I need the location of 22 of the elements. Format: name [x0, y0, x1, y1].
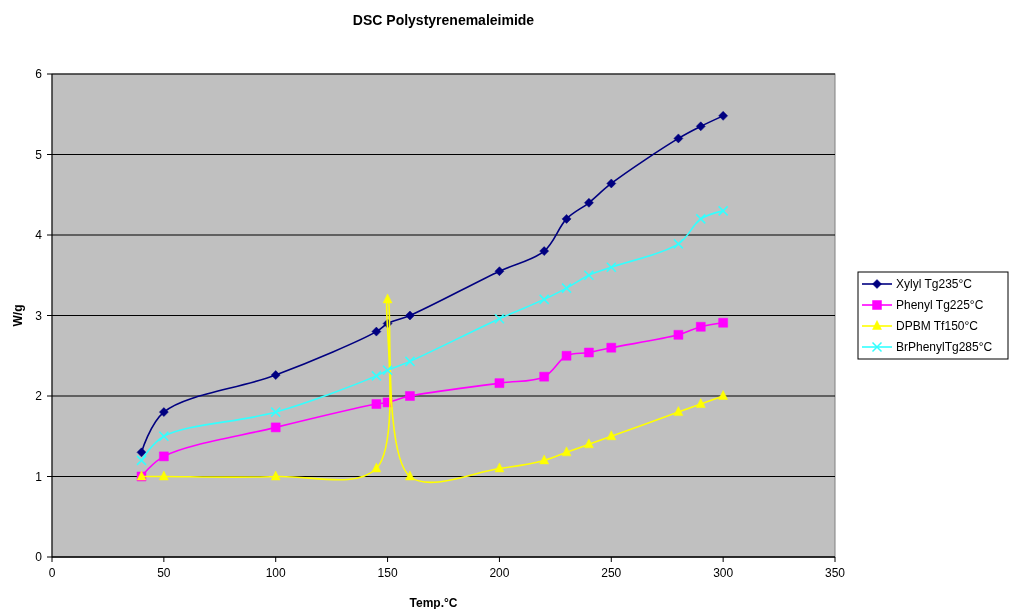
x-axis-title: Temp.°C — [409, 596, 458, 609]
x-tick-label: 350 — [824, 566, 846, 580]
legend-label: Phenyl Tg225°C — [896, 298, 984, 312]
x-tick-label: 50 — [157, 566, 171, 580]
chart-title: DSC Polystyrenemaleimide — [352, 12, 535, 28]
x-tick-label: 0 — [48, 566, 56, 580]
y-tick-label: 6 — [35, 67, 43, 81]
x-tick-label: 300 — [713, 566, 734, 580]
legend-label: BrPhenylTg285°C — [896, 340, 993, 354]
y-tick-label: 2 — [35, 389, 43, 403]
legend-label: Xylyl Tg235°C — [896, 277, 973, 291]
x-tick-label: 200 — [489, 566, 510, 580]
x-tick-label: 100 — [265, 566, 287, 580]
legend-label: DPBM Tf150°C — [896, 319, 979, 333]
x-tick-label: 250 — [601, 566, 622, 580]
y-tick-label: 1 — [35, 469, 43, 484]
y-tick-label: 4 — [35, 228, 43, 242]
y-tick-label: 3 — [35, 308, 43, 323]
y-axis-title: W/g — [11, 304, 25, 327]
x-tick-label: 150 — [377, 566, 398, 580]
y-tick-label: 5 — [35, 147, 43, 162]
y-tick-label: 0 — [35, 550, 43, 564]
